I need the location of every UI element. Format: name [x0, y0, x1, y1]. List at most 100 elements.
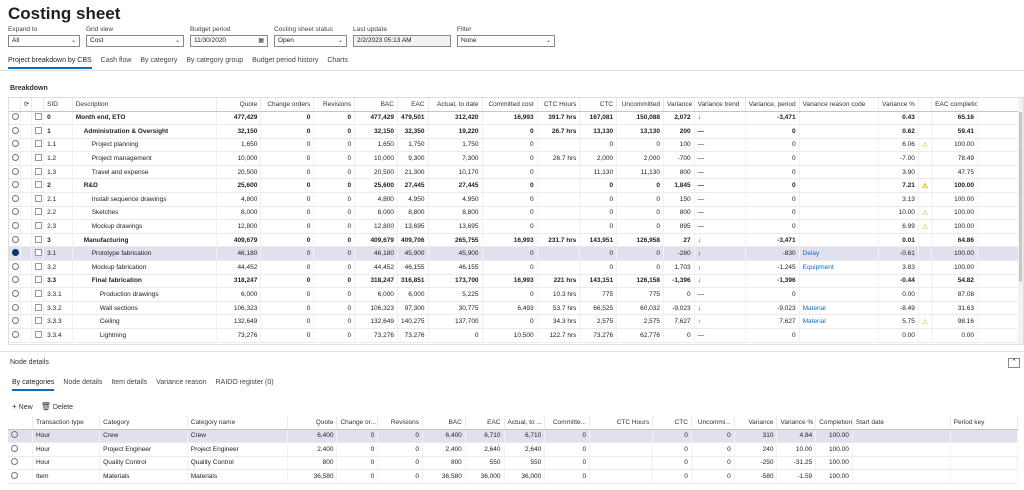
- col-header[interactable]: CTC: [652, 416, 692, 430]
- radio-button[interactable]: [12, 276, 19, 284]
- breakdown-scrollbar[interactable]: [1018, 98, 1023, 344]
- row-selector[interactable]: [8, 456, 33, 471]
- refresh-icon[interactable]: ⟳: [20, 98, 32, 112]
- radio-button[interactable]: [12, 181, 19, 189]
- col-header[interactable]: Actual, to date: [428, 98, 483, 112]
- radio-button[interactable]: [11, 472, 18, 480]
- col-header[interactable]: CTC Hours: [537, 98, 581, 112]
- filter-field[interactable]: All ⌄: [8, 35, 80, 47]
- radio-button[interactable]: [12, 222, 19, 230]
- expand-toggle[interactable]: [31, 111, 45, 126]
- tab-4[interactable]: Budget period history: [252, 57, 319, 64]
- expand-box-icon[interactable]: [34, 330, 42, 338]
- col-header[interactable]: Change orders: [260, 98, 315, 112]
- row-selector[interactable]: [9, 219, 21, 234]
- cell-reason[interactable]: [799, 192, 880, 207]
- new-button[interactable]: + New: [12, 402, 33, 411]
- table-row[interactable]: 3.3.1 Production drawings 6,000 0 0 6,000 6,00…: [9, 287, 1019, 302]
- cell-reason[interactable]: [799, 274, 880, 289]
- row-selector[interactable]: [9, 151, 21, 166]
- expand-toggle[interactable]: [31, 206, 45, 221]
- row-selector[interactable]: [9, 178, 21, 194]
- col-header[interactable]: Description: [72, 98, 218, 112]
- expand-toggle[interactable]: [31, 219, 45, 234]
- col-header[interactable]: Uncommitted: [616, 98, 665, 112]
- row-selector[interactable]: [9, 260, 21, 275]
- table-row[interactable]: Hour Crew Crew 6,400 0 0 6,400 6,710 6,710 0 0 0 310…: [8, 429, 1019, 444]
- col-header[interactable]: Revisions: [313, 98, 356, 112]
- cell-reason[interactable]: Equipment: [799, 260, 880, 275]
- table-row[interactable]: 3.3.3 Ceiling 132,649 0 0 132,649 140,275 137,7…: [9, 314, 1019, 329]
- col-header[interactable]: CTC: [579, 98, 618, 112]
- table-row[interactable]: 3 Manufacturing 409,679 0 0 409,679 409,706 265…: [9, 233, 1019, 248]
- expand-toggle[interactable]: [31, 124, 45, 139]
- row-selector[interactable]: [9, 274, 21, 289]
- filter-field[interactable]: None ⌄: [457, 35, 555, 47]
- col-header[interactable]: CTC Hours: [589, 416, 654, 430]
- col-header[interactable]: Change or...: [336, 416, 379, 430]
- expand-box-icon[interactable]: [34, 194, 42, 202]
- radio-button[interactable]: [12, 208, 19, 216]
- col-header[interactable]: Variance %: [878, 98, 919, 112]
- radio-button[interactable]: [12, 194, 19, 202]
- radio-button[interactable]: [11, 444, 18, 452]
- col-header[interactable]: Completion: [815, 416, 853, 430]
- table-row[interactable]: Item Materials Materials 36,580 0 0 36,580 36,0…: [8, 469, 1019, 484]
- table-row[interactable]: 1.1 Project planning 1,650 0 0 1,650 1,750 1,75…: [9, 138, 1019, 153]
- radio-button[interactable]: [11, 431, 18, 439]
- expand-box-icon[interactable]: [34, 222, 42, 230]
- node-tab-4[interactable]: RAIDO register (0): [215, 379, 274, 386]
- col-header[interactable]: Variance: [734, 416, 778, 430]
- cell-reason[interactable]: [799, 206, 880, 221]
- radio-button[interactable]: [12, 140, 19, 148]
- col-header[interactable]: SID: [43, 98, 73, 112]
- radio-button[interactable]: [11, 458, 18, 466]
- table-row[interactable]: 3.2 Mockup fabrication 44,452 0 0 44,452 46,15…: [9, 260, 1019, 275]
- col-header[interactable]: Category name: [187, 416, 288, 430]
- cell-reason[interactable]: [799, 287, 880, 302]
- col-header[interactable]: Variance reason code: [799, 98, 880, 112]
- cell-reason[interactable]: [799, 233, 880, 248]
- col-header[interactable]: Period key: [950, 416, 1019, 430]
- radio-button[interactable]: [12, 167, 19, 175]
- expand-toggle[interactable]: [31, 328, 45, 343]
- table-row[interactable]: 1.2 Project management 10,000 0 0 10,000 9,300…: [9, 151, 1019, 166]
- expand-toggle[interactable]: [31, 260, 45, 275]
- row-selector[interactable]: [9, 314, 21, 329]
- col-header[interactable]: Category: [99, 416, 188, 430]
- table-row[interactable]: Hour Project Engineer Project Engineer 2,40…: [8, 442, 1019, 457]
- row-selector[interactable]: [9, 165, 21, 180]
- col-header[interactable]: EAC: [397, 98, 429, 112]
- table-row[interactable]: 3.3.2 Wall sections 106,323 0 0 106,323 97,300…: [9, 301, 1019, 316]
- cell-reason[interactable]: [799, 111, 880, 126]
- radio-button[interactable]: [12, 235, 19, 243]
- cell-period[interactable]: [950, 429, 1019, 444]
- col-header[interactable]: Variance trend: [694, 98, 746, 112]
- cell-reason[interactable]: [799, 124, 880, 139]
- cell-reason[interactable]: [799, 151, 880, 166]
- table-row[interactable]: 2.1 Install sequence drawings 4,800 0 0 4,800…: [9, 192, 1019, 207]
- node-tab-3[interactable]: Variance reason: [156, 379, 207, 386]
- radio-button[interactable]: [12, 330, 19, 338]
- expand-box-icon[interactable]: [34, 262, 42, 270]
- more-col-header[interactable]: [977, 98, 1019, 112]
- expand-toggle[interactable]: [31, 301, 45, 316]
- row-selector[interactable]: [9, 138, 21, 153]
- table-row[interactable]: 0 Month end, ETO 477,429 0 0 477,429 479,501 31…: [9, 111, 1019, 126]
- row-selector[interactable]: [8, 442, 33, 457]
- row-selector[interactable]: [9, 233, 21, 248]
- table-row[interactable]: 3.1 Prototype fabrication 46,180 0 0 46,180 45…: [9, 246, 1019, 262]
- row-selector[interactable]: [8, 429, 33, 444]
- filter-field[interactable]: Cost ⌄: [86, 35, 184, 47]
- cell-reason[interactable]: [799, 328, 880, 343]
- col-header[interactable]: EAC completion: [931, 98, 979, 112]
- col-header[interactable]: EAC: [465, 416, 505, 430]
- radio-button[interactable]: [12, 249, 19, 257]
- col-header[interactable]: BAC: [422, 416, 466, 430]
- cell-reason[interactable]: Delay: [799, 246, 880, 262]
- expand-toggle[interactable]: [31, 287, 45, 302]
- row-selector[interactable]: [8, 469, 33, 484]
- expand-box-icon[interactable]: [34, 140, 42, 148]
- expand-box-icon[interactable]: [34, 317, 42, 325]
- table-row[interactable]: 2.3 Mockup drawings 12,800 0 0 12,800 13,695 13…: [9, 219, 1019, 234]
